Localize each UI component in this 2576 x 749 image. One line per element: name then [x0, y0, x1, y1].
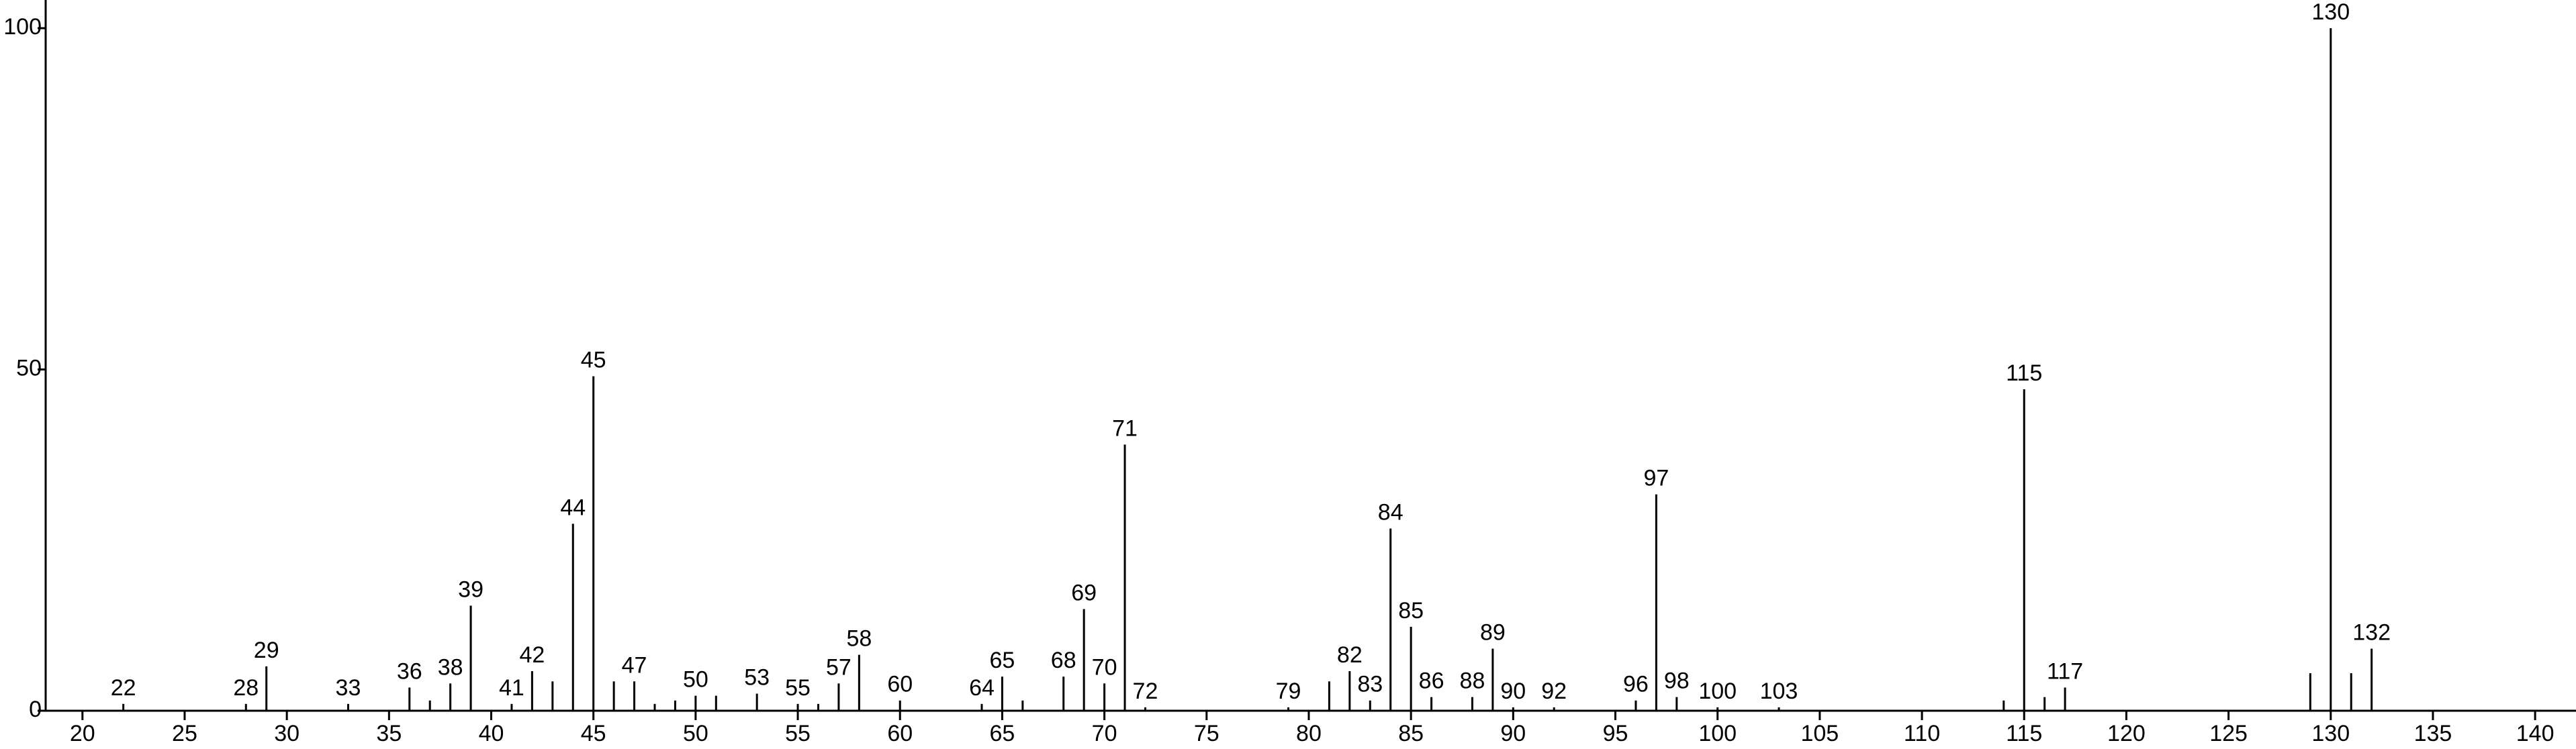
peak-label: 38 [438, 654, 463, 680]
peak-label: 85 [1398, 598, 1424, 623]
peak-label: 36 [397, 658, 422, 684]
x-tick-label: 105 [1800, 721, 1839, 746]
peak-label: 88 [1460, 668, 1485, 694]
peak-label: 82 [1337, 642, 1363, 668]
peak-label: 55 [785, 675, 811, 701]
peak-label: 33 [336, 675, 361, 701]
x-tick-label: 60 [887, 721, 913, 746]
peak-label: 83 [1357, 672, 1383, 697]
peak-label: 68 [1051, 648, 1076, 673]
peak-label: 100 [1698, 679, 1737, 704]
x-tick-label: 70 [1092, 721, 1117, 746]
x-tick-label: 95 [1603, 721, 1628, 746]
peak-label: 50 [683, 667, 708, 693]
peak-label: 96 [1623, 672, 1649, 697]
x-tick-label: 140 [2516, 721, 2555, 746]
peak-label: 115 [2006, 360, 2042, 386]
x-tick-label: 20 [70, 721, 95, 746]
peak-label: 97 [1643, 466, 1669, 491]
y-tick-label: 100 [3, 14, 42, 40]
peak-label: 58 [846, 626, 872, 652]
x-tick-label: 110 [1904, 721, 1940, 746]
x-tick-label: 135 [2414, 721, 2452, 746]
peak-label: 69 [1071, 580, 1097, 605]
peak-label: 41 [499, 675, 524, 701]
peak-label: 79 [1276, 679, 1301, 704]
peak-label: 65 [989, 648, 1015, 673]
peak-label: 44 [560, 495, 586, 520]
x-tick-label: 90 [1500, 721, 1526, 746]
x-tick-label: 100 [1698, 721, 1737, 746]
x-tick-label: 120 [2107, 721, 2146, 746]
peak-label: 117 [2047, 658, 2083, 684]
peak-label: 103 [1760, 679, 1798, 704]
x-tick-label: 115 [2006, 721, 2042, 746]
peak-label: 92 [1541, 679, 1567, 704]
x-tick-label: 125 [2209, 721, 2248, 746]
peak-label: 132 [2352, 619, 2391, 645]
x-tick-label: 75 [1194, 721, 1220, 746]
peak-label: 60 [887, 672, 913, 697]
x-tick-label: 85 [1398, 721, 1424, 746]
peak-label: 53 [744, 665, 770, 691]
x-tick-label: 130 [2311, 721, 2350, 746]
peak-label: 84 [1378, 499, 1404, 525]
x-tick-label: 25 [172, 721, 197, 746]
y-tick-label: 0 [29, 697, 42, 722]
peak-label: 89 [1480, 619, 1506, 645]
peak-label: 64 [969, 675, 995, 701]
peak-label: 39 [458, 577, 484, 602]
peak-label: 72 [1133, 679, 1158, 704]
peak-label: 57 [826, 654, 852, 680]
peak-label: 47 [622, 652, 647, 678]
x-tick-label: 50 [683, 721, 708, 746]
peak-label: 28 [233, 675, 259, 701]
x-tick-label: 65 [989, 721, 1015, 746]
peak-label: 86 [1419, 668, 1444, 694]
peak-label: 70 [1092, 654, 1117, 680]
peak-label: 90 [1500, 679, 1526, 704]
y-tick-label: 50 [16, 355, 42, 381]
x-tick-label: 40 [479, 721, 504, 746]
x-tick-label: 35 [376, 721, 402, 746]
peak-label: 130 [2311, 0, 2350, 25]
x-tick-label: 30 [274, 721, 300, 746]
peak-label: 98 [1664, 668, 1690, 694]
peak-label: 29 [254, 638, 279, 663]
x-tick-label: 55 [785, 721, 811, 746]
x-tick-label: 80 [1296, 721, 1322, 746]
peak-label: 71 [1112, 415, 1138, 441]
x-tick-label: 45 [581, 721, 606, 746]
peak-label: 22 [111, 675, 136, 701]
peak-label: 42 [519, 642, 545, 668]
peak-label: 45 [581, 348, 606, 373]
